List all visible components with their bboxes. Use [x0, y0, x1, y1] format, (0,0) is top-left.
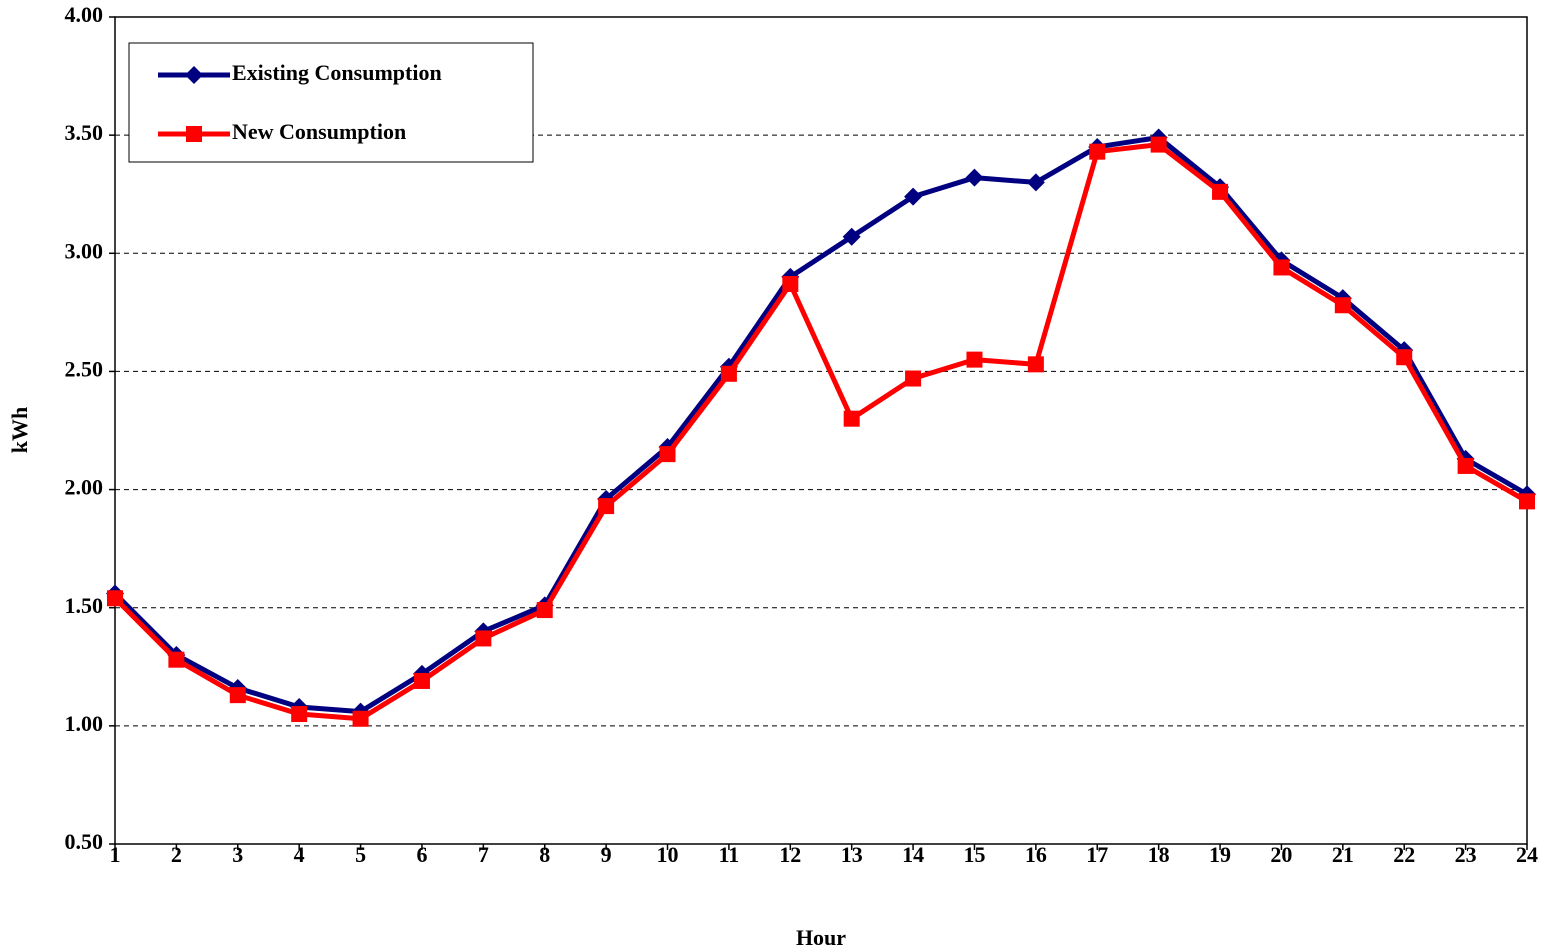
y-tick-label: 3.00	[65, 238, 104, 263]
x-tick-label: 13	[841, 842, 863, 867]
marker	[1150, 136, 1167, 153]
x-tick-label: 11	[719, 842, 740, 867]
marker	[291, 706, 308, 723]
marker	[475, 630, 492, 647]
marker	[168, 651, 185, 668]
x-tick-label: 12	[779, 842, 801, 867]
marker	[1457, 457, 1474, 474]
legend-label: New Consumption	[232, 119, 406, 144]
y-tick-label: 1.50	[65, 593, 104, 618]
x-tick-label: 23	[1455, 842, 1477, 867]
x-tick-label: 19	[1209, 842, 1231, 867]
x-tick-label: 24	[1516, 842, 1538, 867]
marker	[1334, 297, 1351, 314]
y-tick-label: 2.00	[65, 475, 104, 500]
marker	[1026, 173, 1045, 192]
marker	[1089, 143, 1106, 160]
x-tick-label: 16	[1025, 842, 1047, 867]
marker	[842, 227, 861, 246]
x-tick-label: 8	[539, 842, 550, 867]
marker	[1519, 493, 1535, 510]
x-tick-label: 18	[1148, 842, 1170, 867]
x-tick-label: 17	[1086, 842, 1108, 867]
marker	[536, 602, 553, 619]
marker	[782, 276, 799, 293]
x-tick-label: 21	[1332, 842, 1354, 867]
series-line	[113, 142, 1529, 722]
x-tick-label: 5	[355, 842, 366, 867]
plot-border	[114, 16, 1528, 845]
marker	[720, 365, 737, 382]
marker	[1027, 356, 1044, 373]
marker	[966, 351, 983, 368]
x-tick-label: 7	[478, 842, 489, 867]
marker	[659, 446, 676, 463]
legend-marker	[185, 66, 203, 84]
legend-box	[128, 42, 534, 163]
marker	[229, 687, 246, 704]
x-tick-label: 4	[294, 842, 305, 867]
marker	[965, 168, 984, 187]
y-tick-label: 1.00	[65, 711, 104, 736]
x-tick-label: 22	[1393, 842, 1415, 867]
y-tick-label: 3.50	[65, 120, 104, 145]
x-tick-label: 1	[110, 842, 121, 867]
marker	[1396, 349, 1413, 366]
x-tick-label: 10	[657, 842, 679, 867]
series-line	[113, 135, 1529, 715]
marker	[1273, 259, 1290, 276]
x-tick-label: 14	[902, 842, 924, 867]
marker	[352, 710, 369, 727]
y-tick-label: 2.50	[65, 356, 104, 381]
x-axis-title: Hour	[796, 925, 846, 950]
x-tick-label: 9	[601, 842, 612, 867]
x-tick-label: 15	[963, 842, 985, 867]
x-tick-label: 20	[1270, 842, 1292, 867]
legend-marker	[186, 126, 202, 142]
marker	[598, 498, 615, 515]
x-tick-label: 6	[416, 842, 427, 867]
marker	[1212, 183, 1229, 200]
x-tick-label: 3	[232, 842, 243, 867]
marker	[413, 672, 430, 689]
marker	[843, 410, 860, 427]
marker	[904, 187, 923, 206]
marker	[107, 590, 123, 607]
y-axis-title: kWh	[7, 407, 32, 453]
legend-label: Existing Consumption	[232, 60, 442, 85]
x-tick-label: 2	[171, 842, 182, 867]
y-tick-label: 4.00	[65, 2, 104, 27]
marker	[905, 370, 922, 387]
y-tick-label: 0.50	[65, 829, 104, 854]
